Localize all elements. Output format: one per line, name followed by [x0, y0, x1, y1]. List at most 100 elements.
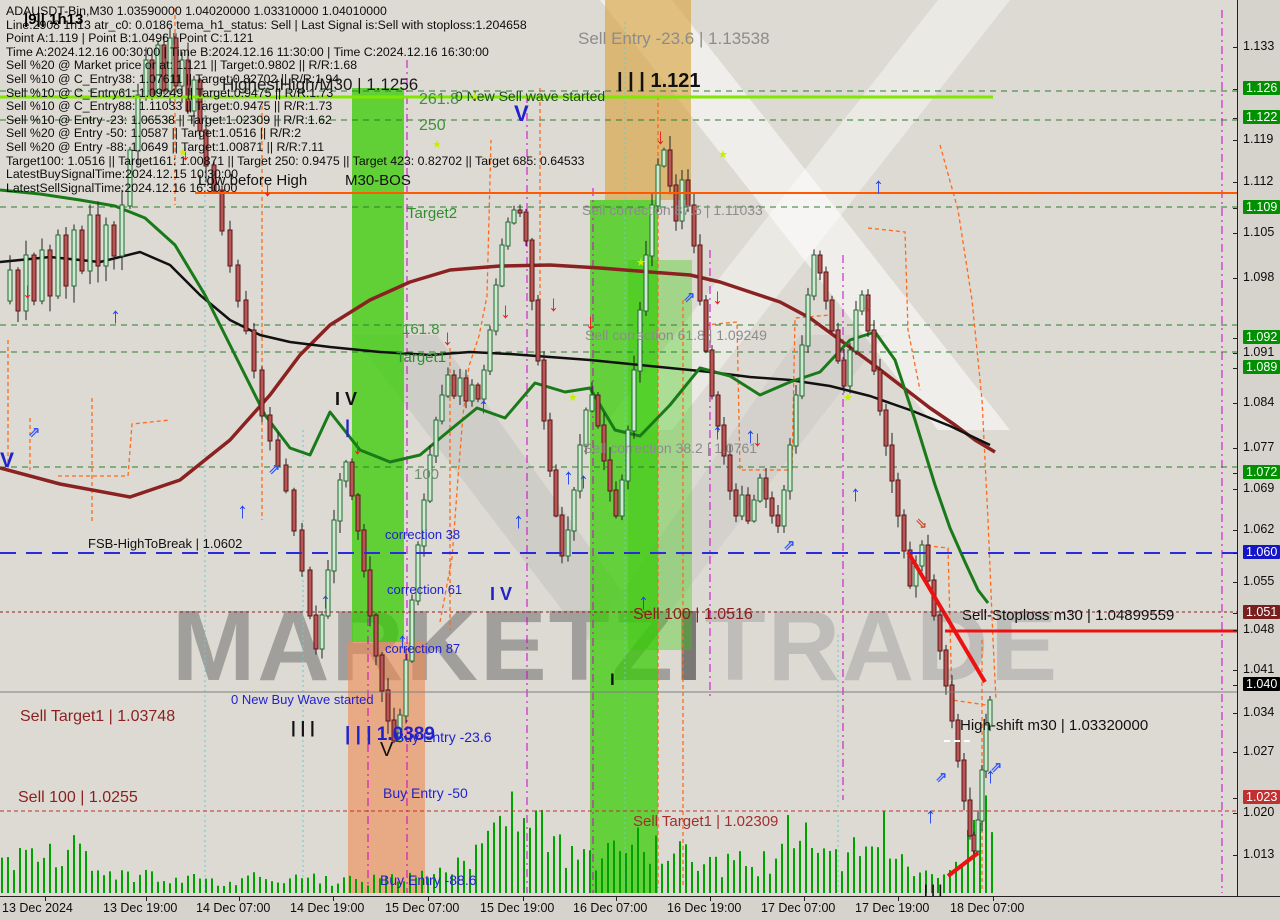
price-label: 1.069 — [1243, 481, 1275, 495]
bear-candle — [865, 294, 871, 332]
volume-bar — [349, 875, 351, 893]
chart-annotation: Sell Target1 | 1.02309 — [633, 813, 779, 830]
volume-bar — [541, 809, 543, 893]
volume-bar — [403, 881, 405, 893]
bear-candle — [841, 359, 847, 387]
price-label: 1.089 — [1243, 360, 1280, 375]
chart-annotation: 0 New Buy Wave started — [231, 692, 374, 707]
bear-candle — [883, 409, 889, 447]
volume-bar — [193, 874, 195, 893]
bull-candle — [787, 444, 793, 492]
time-tick — [898, 897, 899, 901]
volume-bar — [835, 849, 837, 893]
bear-candle — [871, 329, 877, 372]
volume-bar — [577, 859, 579, 893]
volume-bar — [613, 840, 615, 893]
time-label: 16 Dec 19:00 — [667, 901, 742, 915]
volume-bar — [355, 878, 357, 893]
time-tick — [146, 897, 147, 901]
volume-bar — [655, 835, 657, 893]
bull-candle — [135, 94, 141, 152]
chart-annotation: Target2 — [407, 205, 458, 222]
volume-bar — [547, 852, 549, 893]
sell-signal-arrow-icon: ↓ — [655, 124, 666, 149]
price-label: 1.027 — [1243, 744, 1275, 758]
price-label: 1.040 — [1243, 677, 1280, 692]
bear-candle — [243, 299, 249, 332]
chart-plot-area[interactable]: MARKETZITRADE ADAUSDT-Bin,M30 1.03590000… — [0, 0, 1238, 896]
price-level-badge: 1.072 — [1243, 465, 1280, 479]
time-axis[interactable]: 13 Dec 2024 13 Dec 19:00 14 Dec 07:00 14 De… — [0, 896, 1280, 920]
chart-annotation: Sell correction 38.2 | 1.0761 — [583, 440, 758, 456]
sell-signal-arrow-icon: ↓ — [752, 426, 763, 451]
price-tick — [1233, 582, 1238, 583]
bull-candle — [637, 309, 643, 372]
chart-annotation: 100 — [414, 466, 440, 483]
bull-candle — [983, 724, 989, 772]
sell-signal-arrow-icon: ↓ — [352, 434, 363, 459]
buy-signal-arrow-icon: ↑ — [513, 508, 524, 533]
chart-annotation: | | | 1.0389 — [345, 724, 435, 745]
info-line: LatestSellSignalTime:2024.12.16 16:30:00 — [6, 180, 238, 195]
background-logo — [585, 335, 885, 640]
volume-bar — [415, 877, 417, 893]
sell-signal-arrow-icon: ↓ — [862, 291, 873, 316]
bull-candle — [7, 269, 13, 302]
volume-bar — [187, 875, 189, 893]
price-label: 1.051 — [1243, 605, 1280, 620]
bull-candle — [433, 419, 439, 457]
bear-candle — [721, 424, 727, 457]
buy-entry-zone-orange — [348, 642, 425, 893]
bull-candle — [919, 544, 925, 567]
breakout-arrow-icon: ⇗ — [28, 424, 41, 441]
volume-bar — [481, 843, 483, 893]
buy-signal-arrow-icon: ↑ — [563, 464, 574, 489]
price-tick — [1233, 489, 1238, 490]
volume-bar — [97, 870, 99, 893]
price-axis[interactable]: 1.133 1.126 1.122 1.119 1.112 1.109 1.105 1.098… — [1233, 0, 1280, 896]
bear-candle — [349, 461, 355, 497]
chart-annotation: correction 87 — [385, 641, 461, 656]
volume-bar — [829, 850, 831, 893]
volume-bar — [235, 885, 237, 893]
volume-bar — [121, 870, 123, 893]
price-tick — [1233, 47, 1238, 48]
bull-candle — [481, 369, 487, 400]
time-label: 14 Dec 07:00 — [196, 901, 271, 915]
candlestick-chart[interactable] — [0, 0, 1238, 896]
bear-candle — [219, 189, 225, 232]
bull-candle — [799, 344, 805, 397]
volume-bar — [169, 883, 171, 893]
price-tick — [1233, 233, 1238, 234]
volume-bar — [643, 851, 645, 893]
chart-annotation: Sell Target1 | 1.03748 — [20, 708, 176, 725]
volume-bar — [727, 853, 729, 893]
price-level-badge: 1.023 — [1243, 790, 1280, 804]
bull-candle — [643, 254, 649, 312]
chart-annotation: V — [0, 449, 15, 472]
bear-candle — [613, 489, 619, 517]
price-label: 1.084 — [1243, 395, 1275, 409]
volume-bar — [889, 858, 891, 893]
volume-bar — [487, 830, 489, 893]
volume-bar — [493, 822, 495, 893]
buy-signal-arrow-icon: ↑ — [397, 628, 408, 653]
bear-candle — [877, 369, 883, 412]
volume-bar — [139, 874, 141, 893]
bull-candle — [127, 149, 133, 207]
chart-annotation: I V — [490, 584, 513, 604]
volume-bar — [775, 858, 777, 893]
envelope-line — [58, 419, 171, 477]
bear-candle — [275, 439, 281, 467]
bear-candle — [523, 211, 529, 242]
info-line: Sell %10 @ C_Entry61: 1.09249 || Target:… — [6, 85, 334, 100]
price-tick — [1233, 140, 1238, 141]
chart-annotation: M30-BOS — [345, 172, 411, 189]
bull-candle — [167, 37, 173, 92]
bull-candle — [457, 377, 463, 397]
info-line: Line:2908 1h13 atr_c0: 0.0186 tema_h1_st… — [6, 17, 527, 32]
bull-candle — [625, 429, 631, 482]
volume-bar — [337, 883, 339, 893]
volume-bar — [205, 878, 207, 893]
price-label: 1.023 — [1243, 790, 1280, 805]
